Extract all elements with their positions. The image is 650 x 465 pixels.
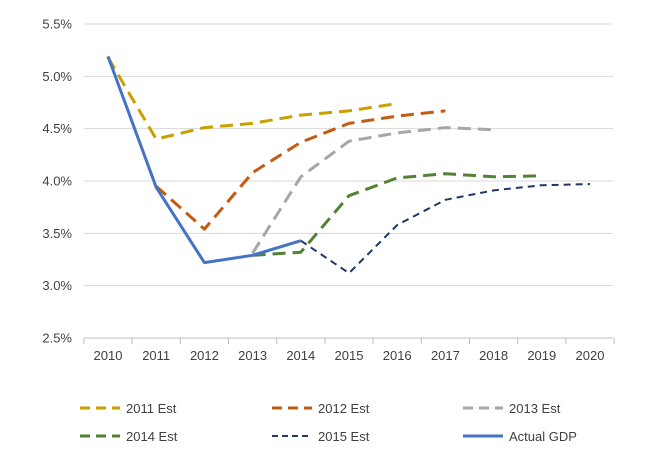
y-tick-label: 5.0% xyxy=(42,69,72,84)
y-tick-label: 3.0% xyxy=(42,278,72,293)
gridlines xyxy=(84,23,613,339)
legend: 2011 Est 2012 Est 2013 Est 2014 Est 2015 Est… xyxy=(80,401,577,444)
series-line-actual-gdp xyxy=(106,55,302,265)
legend-item: 2015 Est xyxy=(272,429,370,444)
x-tick-label: 2017 xyxy=(431,348,460,363)
legend-label: 2011 Est xyxy=(126,401,177,416)
series-lines xyxy=(106,55,591,275)
x-tick-label: 2019 xyxy=(527,348,556,363)
legend-item: 2012 Est xyxy=(272,401,370,416)
series-line-2013-est xyxy=(251,126,494,255)
legend-item: 2014 Est xyxy=(80,429,178,444)
x-tick-label: 2016 xyxy=(383,348,412,363)
y-tick-label: 3.5% xyxy=(42,226,72,241)
series-line-2012-est xyxy=(155,109,446,231)
x-axis: 2010 2011 2012 2013 2014 2015 2016 2017 2018 2019… xyxy=(83,338,615,363)
x-tick-label: 2013 xyxy=(238,348,267,363)
series-line-2015-est xyxy=(300,183,591,275)
x-tick-label: 2010 xyxy=(94,348,123,363)
x-tick-label: 2018 xyxy=(479,348,508,363)
legend-label: 2013 Est xyxy=(509,401,561,416)
legend-item: 2013 Est xyxy=(463,401,561,416)
series-line-2014-est xyxy=(252,172,542,257)
y-tick-label: 5.5% xyxy=(42,17,72,32)
x-tick-label: 2011 xyxy=(142,348,170,363)
y-tick-label: 2.5% xyxy=(42,331,72,346)
legend-item: Actual GDP xyxy=(463,429,577,444)
y-tick-label: 4.5% xyxy=(42,121,72,136)
legend-label: 2014 Est xyxy=(126,429,178,444)
x-tick-label: 2014 xyxy=(286,348,315,363)
legend-item: 2011 Est xyxy=(80,401,177,416)
legend-label: 2012 Est xyxy=(318,401,370,416)
legend-label: Actual GDP xyxy=(509,429,577,444)
series-line-2011-est xyxy=(106,56,398,141)
y-axis: 2.5% 3.0% 3.5% 4.0% 4.5% 5.0% 5.5% xyxy=(42,17,72,346)
legend-label: 2015 Est xyxy=(318,429,370,444)
x-tick-label: 2015 xyxy=(335,348,364,363)
x-tick-label: 2020 xyxy=(576,348,605,363)
x-tick-label: 2012 xyxy=(190,348,219,363)
y-tick-label: 4.0% xyxy=(42,174,72,189)
